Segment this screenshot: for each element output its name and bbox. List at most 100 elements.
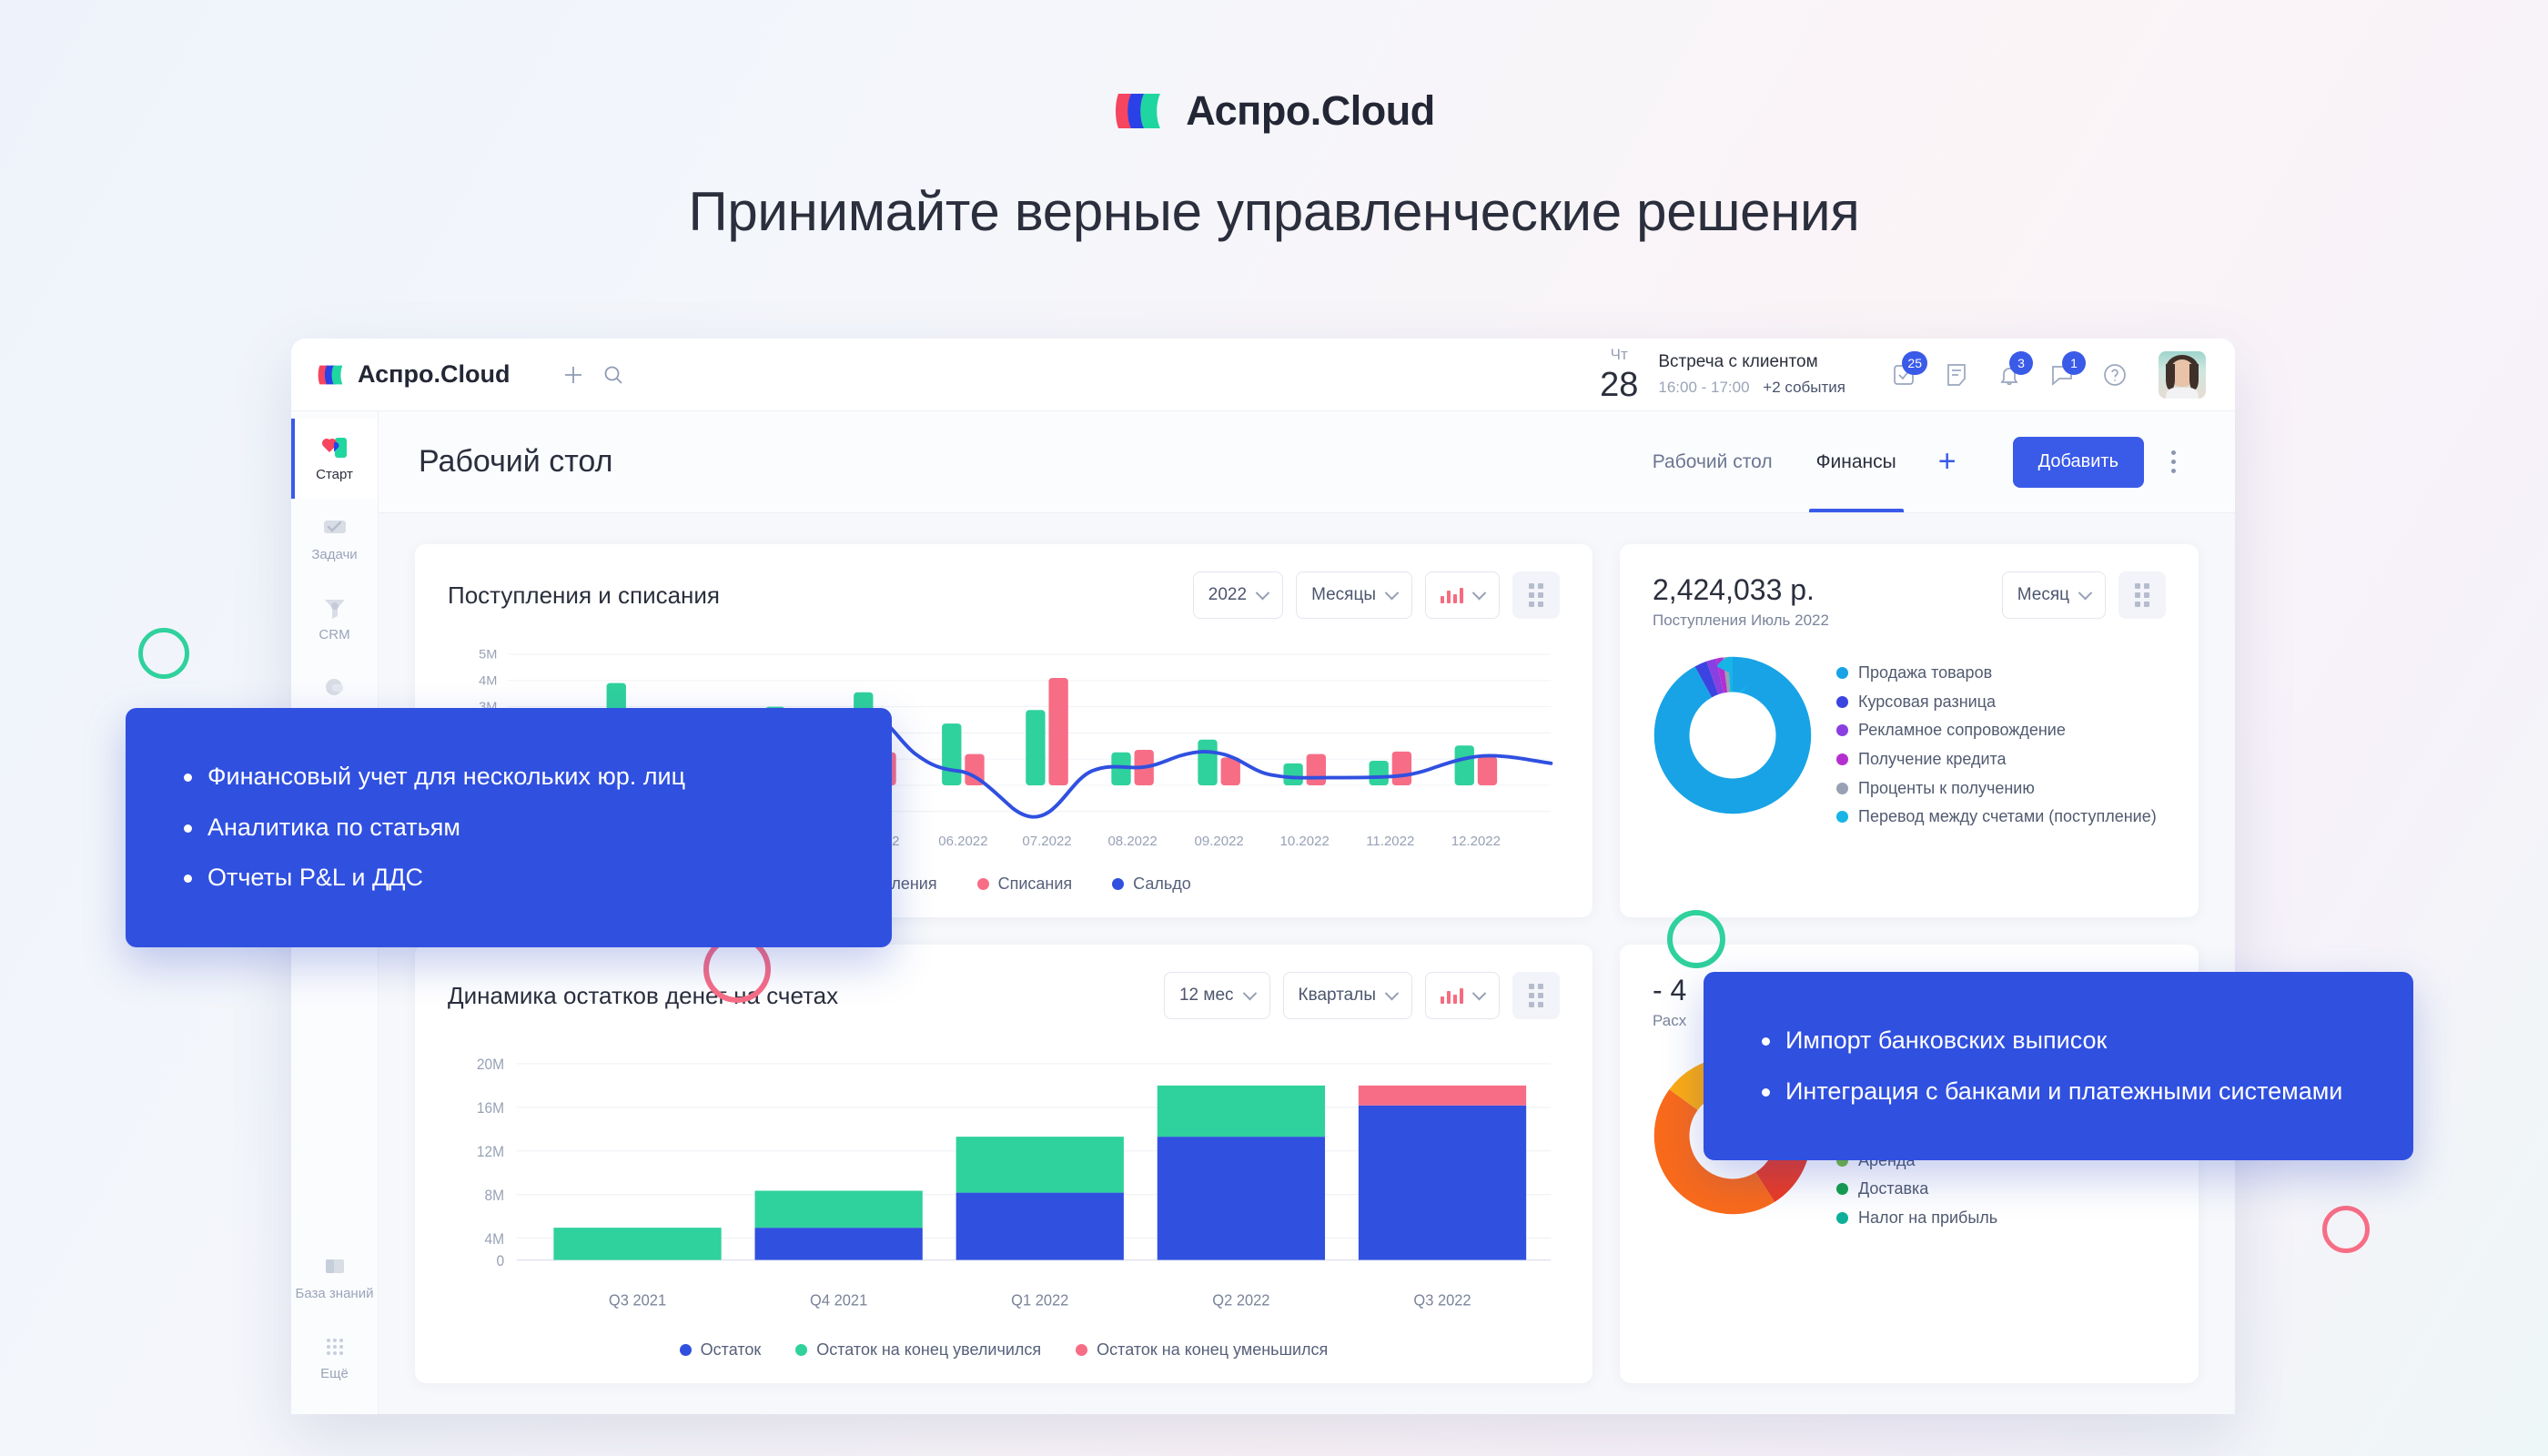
legend-item[interactable]: Остаток на конец увеличился: [795, 1340, 1041, 1360]
add-tab-icon[interactable]: +: [1937, 444, 1956, 479]
svg-text:09.2022: 09.2022: [1194, 834, 1243, 849]
bar-chart-icon: [1441, 987, 1463, 1005]
period-select[interactable]: Месяц: [2001, 571, 2106, 619]
drag-handle-icon[interactable]: [2118, 571, 2166, 619]
period-select[interactable]: Кварталы: [1282, 972, 1412, 1020]
help-icon[interactable]: [2093, 353, 2137, 397]
sidebar-item-tasks[interactable]: Задачи: [291, 499, 378, 579]
legend-label: Остаток на конец увеличился: [816, 1340, 1042, 1359]
decor-ring-pink: [2322, 1206, 2370, 1253]
chevron-down-icon: [1471, 585, 1487, 600]
chevron-down-icon: [1242, 986, 1257, 1001]
chevron-down-icon: [1255, 585, 1270, 600]
date-widget: Чт 28: [1600, 347, 1638, 402]
chevron-down-icon: [2078, 585, 2093, 600]
legend-item[interactable]: Налог на прибыль: [1836, 1208, 2074, 1228]
period-select[interactable]: Месяцы: [1296, 571, 1412, 619]
start-icon: [321, 434, 349, 461]
search-icon[interactable]: [593, 355, 633, 395]
chevron-down-icon: [1384, 585, 1400, 600]
legend-label: Курсовая разница: [1858, 692, 1997, 711]
legend-item[interactable]: Остаток: [679, 1340, 761, 1360]
legend-item[interactable]: Доставка: [1836, 1178, 2074, 1199]
card-title: Динамика остатков денег на счетах: [448, 981, 839, 1009]
year-select[interactable]: 2022: [1192, 571, 1284, 619]
crm-icon: [322, 594, 348, 622]
range-select[interactable]: 12 мес: [1163, 972, 1270, 1020]
tasks-calendar-icon[interactable]: 25: [1882, 350, 1927, 397]
badge-count: 1: [2062, 350, 2086, 375]
add-button[interactable]: Добавить: [2012, 436, 2144, 488]
app-logo[interactable]: Аспро.Cloud: [317, 360, 553, 389]
legend-item[interactable]: Продажа товаров: [1836, 662, 2157, 683]
legend-item[interactable]: Сальдо: [1112, 875, 1191, 894]
legend-dot: [1836, 782, 1848, 794]
app-logo-text: Аспро.Cloud: [358, 360, 511, 388]
legend-item[interactable]: Получение кредита: [1836, 749, 2157, 770]
legend-item[interactable]: Перевод между счетами (поступление): [1836, 806, 2157, 827]
callout-bank-features: Импорт банковских выписок Интеграция с б…: [1704, 972, 2413, 1161]
svg-text:06.2022: 06.2022: [938, 834, 987, 849]
svg-text:Q1 2022: Q1 2022: [1011, 1292, 1068, 1310]
chart-type-select[interactable]: [1425, 571, 1500, 619]
legend-item[interactable]: Курсовая разница: [1836, 692, 2157, 713]
legend-item[interactable]: Рекламное сопровождение: [1836, 720, 2157, 741]
callout-item: Импорт банковских выписок: [1754, 1025, 2362, 1057]
svg-text:Q4 2021: Q4 2021: [810, 1292, 867, 1310]
tab-dashboard[interactable]: Рабочий стол: [1652, 450, 1773, 472]
page-title: Рабочий стол: [419, 444, 613, 479]
event-widget[interactable]: Встреча с клиентом 16:00 - 17:00 +2 собы…: [1658, 352, 1845, 397]
card-title: Поступления и списания: [448, 581, 721, 609]
svg-text:8M: 8M: [485, 1188, 505, 1205]
card-controls: Месяц: [2001, 571, 2166, 619]
legend-dot: [1836, 724, 1848, 737]
card-amount: - 4: [1653, 974, 1687, 1007]
legend-item[interactable]: Списания: [976, 875, 1072, 894]
notes-icon[interactable]: [1935, 353, 1978, 397]
svg-text:11.2022: 11.2022: [1366, 834, 1414, 849]
topbar-actions: 25 3 1: [1882, 350, 2206, 399]
brand-name: Аспро.Cloud: [1186, 87, 1435, 134]
avatar[interactable]: [2159, 350, 2206, 399]
drag-handle-icon[interactable]: [1512, 571, 1560, 619]
legend-label: Доставка: [1858, 1179, 1929, 1198]
sidebar-item-start[interactable]: Старт: [291, 419, 378, 499]
app-window: Аспро.Cloud Чт 28 Встреча с клиентом: [291, 339, 2235, 1414]
book-icon: [323, 1253, 347, 1280]
callout-item: Интеграция с банками и платежными систем…: [1754, 1076, 2362, 1108]
chat-icon[interactable]: 1: [2040, 350, 2086, 397]
drag-handle-icon[interactable]: [1512, 972, 1560, 1020]
sidebar-item-label: CRM: [318, 627, 350, 643]
sidebar-item-crm[interactable]: CRM: [291, 579, 378, 659]
plus-icon[interactable]: [553, 355, 593, 395]
svg-text:4M: 4M: [479, 674, 497, 689]
chart-type-select[interactable]: [1425, 972, 1500, 1020]
legend-item[interactable]: Проценты к получению: [1836, 778, 2157, 799]
tasks-icon: [321, 514, 349, 541]
legend-dot: [1076, 1344, 1088, 1356]
aspro-logo-icon: [317, 363, 348, 387]
sidebar-item-knowledge-base[interactable]: База знаний: [291, 1238, 378, 1318]
legend-dot: [1836, 1183, 1848, 1196]
more-vertical-icon[interactable]: [2151, 440, 2195, 484]
sidebar-item-more[interactable]: Ещё: [291, 1318, 378, 1398]
period-select-value: Месяц: [2017, 585, 2069, 604]
svg-text:12M: 12M: [477, 1144, 504, 1161]
legend-item[interactable]: Остаток на конец уменьшился: [1076, 1340, 1328, 1360]
brand-header: Аспро.Cloud: [0, 87, 2548, 135]
legend-label: Проценты к получению: [1858, 778, 2035, 797]
svg-text:08.2022: 08.2022: [1107, 834, 1157, 849]
badge-count: 3: [2009, 350, 2033, 375]
content-header: Рабочий стол Рабочий стол Финансы + Доба…: [379, 411, 2235, 513]
legend-label: Продажа товаров: [1858, 663, 1993, 682]
donut-svg: [1653, 656, 1812, 814]
legend-dot: [1836, 753, 1848, 766]
callout-item: Аналитика по статьям: [177, 812, 841, 844]
bell-icon[interactable]: 3: [1987, 350, 2033, 397]
decor-ring-green: [138, 628, 189, 679]
legend-label: Налог на прибыль: [1858, 1208, 1998, 1227]
tab-finance[interactable]: Финансы: [1795, 411, 1918, 512]
card-summary: 2,424,033 р. Поступления Июль 2022: [1653, 571, 1829, 630]
callout-item: Финансовый учет для нескольких юр. лиц: [177, 761, 841, 794]
callout-finance-features: Финансовый учет для нескольких юр. лиц А…: [126, 708, 892, 947]
